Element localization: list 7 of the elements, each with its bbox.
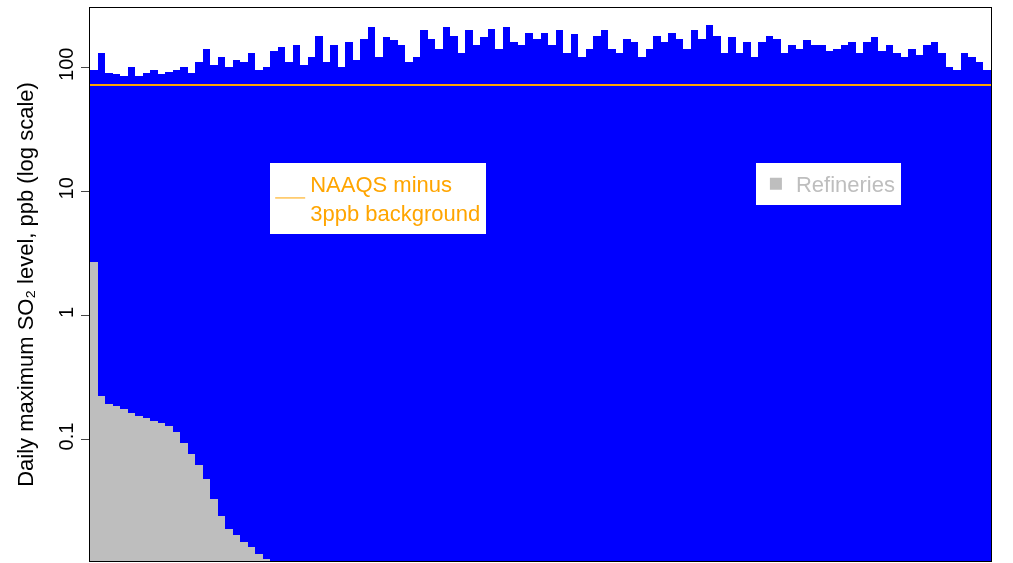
y-tick-label: 100: [55, 47, 77, 81]
y-axis-title: Daily maximum SO₂ level, ppb (log scale): [12, 82, 38, 487]
legend-label: NAAQS minus 3ppb background: [310, 172, 481, 226]
legend-label: Refineries: [795, 172, 895, 198]
y-tick-label: 0.1: [55, 422, 77, 451]
y-tick-label: 1: [55, 306, 77, 318]
y-tick-label: 10: [55, 177, 77, 200]
